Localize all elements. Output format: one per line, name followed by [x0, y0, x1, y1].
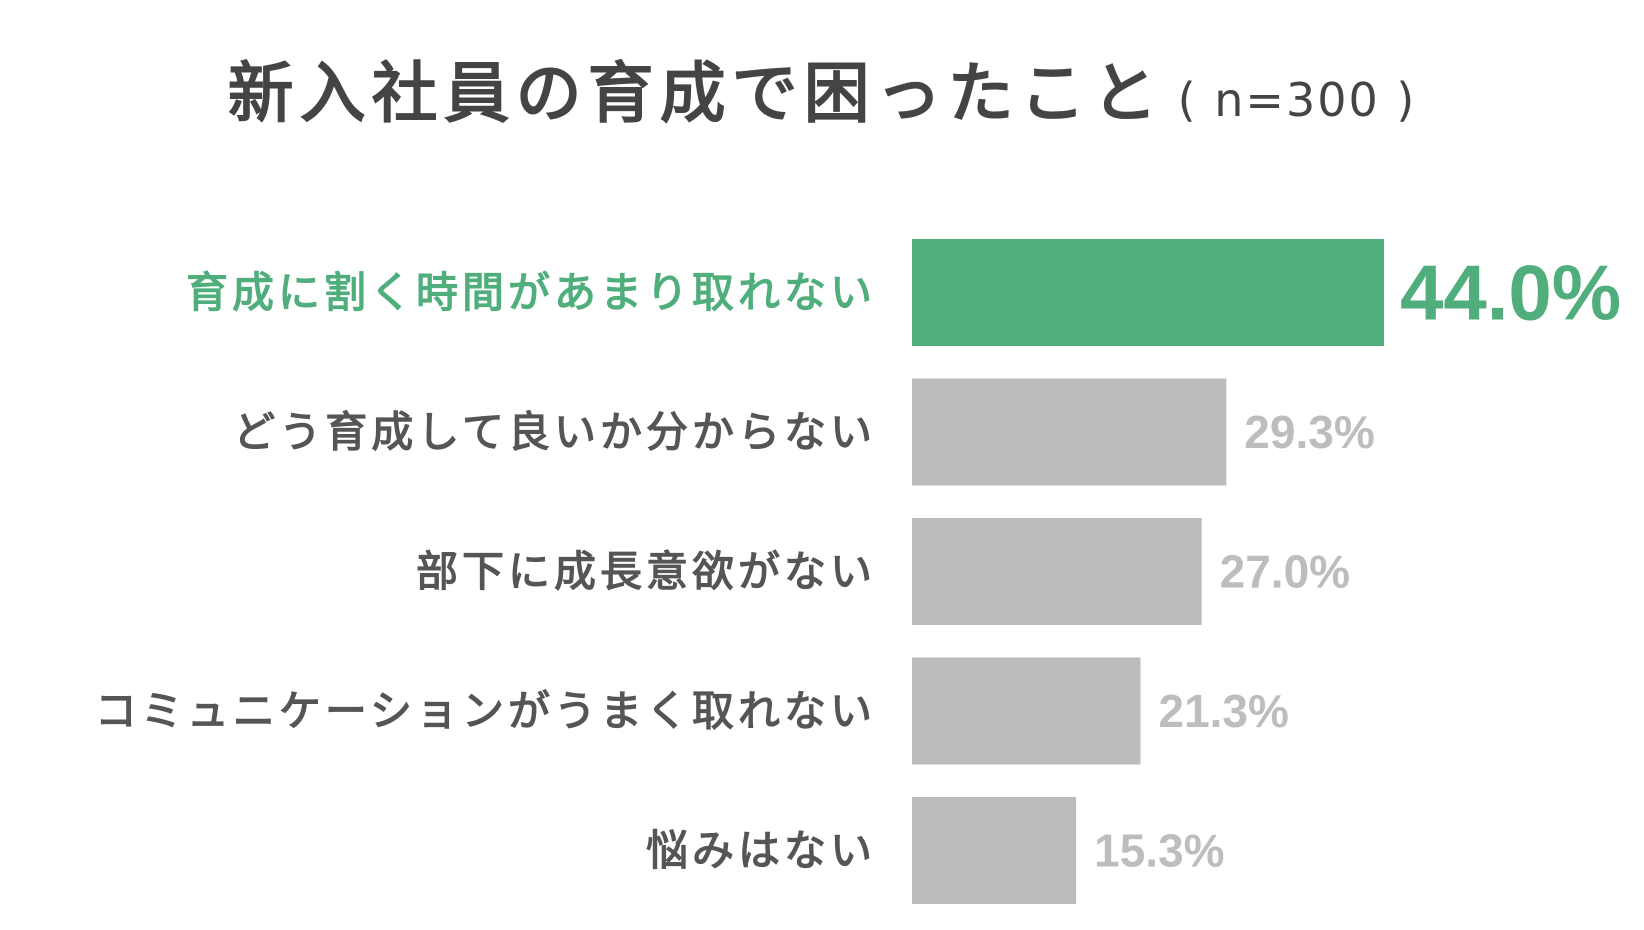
- category-label-3: 部下に成長意欲がない: [416, 547, 876, 596]
- chart-title: 新入社員の育成で困ったこと: [227, 55, 1164, 132]
- value-label-3: 27.0%: [1220, 546, 1350, 598]
- value-label-2: 29.3%: [1244, 406, 1374, 458]
- chart-title-row: 新入社員の育成で困ったこと ( n=300 ): [0, 40, 1644, 140]
- value-label-1: 44.0%: [1400, 249, 1621, 337]
- category-label-5: 悩みはない: [646, 826, 876, 875]
- bar-4: [912, 657, 1141, 765]
- chart-subtitle: ( n=300 ): [1177, 73, 1417, 127]
- category-label-2: どう育成して良いか分からない: [233, 408, 876, 457]
- bar-3: [912, 518, 1202, 625]
- category-label-4: コミュニケーションがうまく取れない: [95, 687, 876, 736]
- bar-2: [912, 378, 1227, 486]
- category-label-1: 育成に割く時間があまり取れない: [186, 268, 876, 317]
- bar-5: [912, 797, 1077, 904]
- value-label-4: 21.3%: [1158, 685, 1288, 737]
- bar-1: [912, 239, 1384, 346]
- value-label-5: 15.3%: [1094, 825, 1224, 877]
